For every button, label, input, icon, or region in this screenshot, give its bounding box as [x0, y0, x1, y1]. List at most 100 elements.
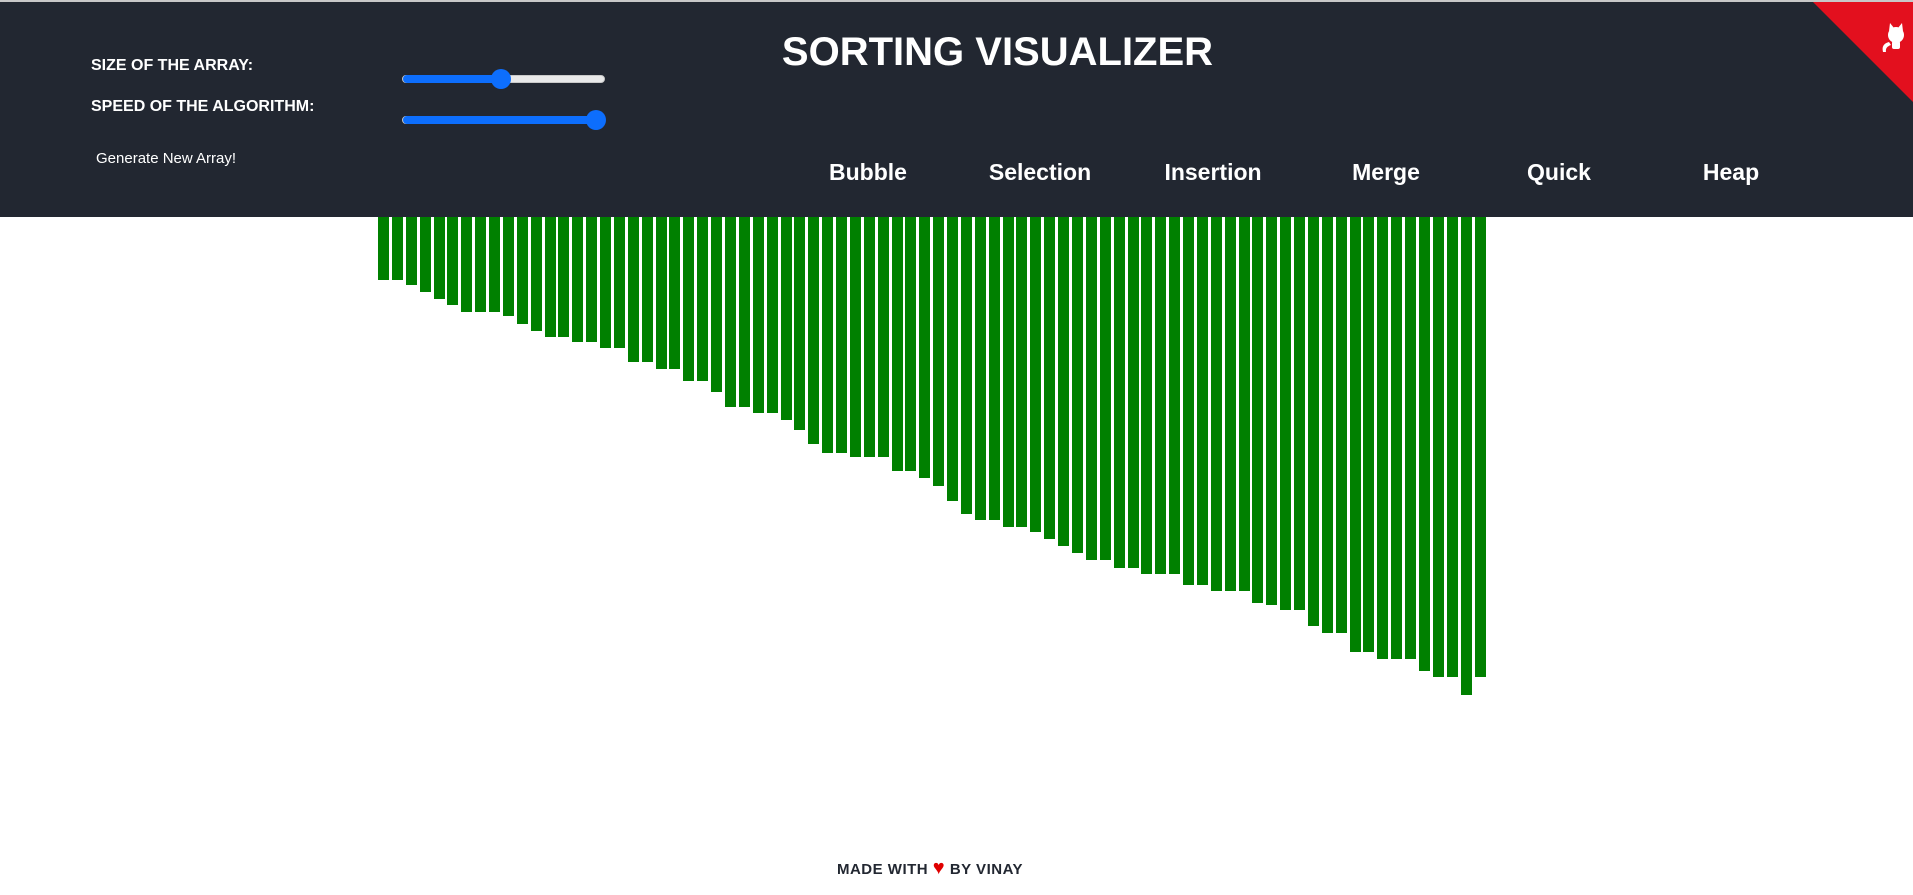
- array-bar: [1072, 217, 1083, 553]
- array-bar: [572, 217, 584, 342]
- array-bar: [960, 217, 972, 514]
- array-bar: [988, 217, 1000, 520]
- array-bar: [669, 217, 681, 369]
- array-bar: [391, 217, 403, 280]
- array-bar: [1155, 217, 1167, 574]
- array-bar: [794, 217, 806, 430]
- array-bar: [1030, 217, 1042, 532]
- array-bar: [1363, 217, 1375, 652]
- array-bar: [1224, 217, 1236, 591]
- array-bar: [711, 217, 723, 392]
- speed-slider[interactable]: [402, 110, 606, 130]
- page-title: SORTING VISUALIZER: [781, 30, 1214, 74]
- array-bar: [1474, 217, 1486, 677]
- array-size-slider-thumb[interactable]: [491, 69, 512, 89]
- array-bar: [475, 217, 487, 312]
- array-bar: [822, 217, 834, 453]
- array-bar: [419, 217, 431, 292]
- array-bar: [752, 217, 764, 413]
- array-bar: [1280, 217, 1292, 610]
- array-bar: [378, 217, 389, 280]
- array-bar: [530, 217, 542, 331]
- array-bar: [863, 217, 875, 457]
- github-corner-link[interactable]: [1813, 2, 1913, 102]
- array-bar: [1335, 217, 1347, 633]
- array-bar: [919, 217, 931, 478]
- array-bar: [1307, 217, 1319, 626]
- merge-sort-button[interactable]: Merge: [1311, 159, 1461, 186]
- array-bar: [905, 217, 917, 471]
- array-size-label: SIZE OF THE ARRAY:: [91, 57, 254, 74]
- array-bar: [947, 217, 959, 501]
- array-bar: [1085, 217, 1097, 560]
- array-bar: [433, 217, 445, 299]
- array-bar: [1127, 217, 1139, 568]
- array-bar: [641, 217, 653, 362]
- array-bar: [405, 217, 417, 285]
- array-bars: [0, 217, 1913, 737]
- quick-sort-button[interactable]: Quick: [1484, 159, 1634, 186]
- array-bar: [1113, 217, 1125, 568]
- array-bar: [516, 217, 528, 324]
- array-bar: [780, 217, 792, 420]
- array-bar: [697, 217, 709, 381]
- footer-made-with: MADE WITH: [836, 861, 929, 878]
- array-bar: [502, 217, 514, 316]
- array-bar: [849, 217, 861, 457]
- insertion-sort-button[interactable]: Insertion: [1138, 159, 1288, 186]
- array-bar: [655, 217, 667, 369]
- selection-sort-button[interactable]: Selection: [965, 159, 1115, 186]
- array-bar: [1419, 217, 1430, 671]
- generate-array-button[interactable]: Generate New Array!: [96, 150, 237, 167]
- github-octocat-icon: [1882, 23, 1904, 52]
- array-bar: [1294, 217, 1306, 610]
- array-bar: [613, 217, 625, 348]
- speed-slider-thumb[interactable]: [585, 110, 606, 130]
- array-bar: [1349, 217, 1361, 652]
- array-bar: [1210, 217, 1222, 591]
- array-bar: [933, 217, 945, 486]
- array-bar: [725, 217, 736, 407]
- array-bar: [1321, 217, 1333, 633]
- array-bar: [600, 217, 612, 348]
- array-bar: [1196, 217, 1208, 585]
- array-bar: [1405, 217, 1417, 659]
- array-bar: [1252, 217, 1264, 603]
- array-bar: [766, 217, 778, 413]
- array-bar: [1141, 217, 1153, 574]
- footer: MADE WITH ♥ BY VINAY: [0, 857, 1860, 880]
- array-bar: [1002, 217, 1014, 527]
- array-bar: [1432, 217, 1444, 677]
- bubble-sort-button[interactable]: Bubble: [793, 159, 943, 186]
- array-bar: [683, 217, 695, 381]
- array-size-slider-fill: [403, 75, 502, 83]
- array-bar: [544, 217, 556, 337]
- array-bar: [738, 217, 750, 407]
- array-bar: [558, 217, 570, 337]
- array-bar: [627, 217, 639, 362]
- speed-slider-fill: [403, 116, 596, 124]
- github-corner-ribbon: [1813, 2, 1913, 102]
- array-bar: [1238, 217, 1250, 591]
- array-bar: [1460, 217, 1472, 695]
- array-bar: [1058, 217, 1070, 546]
- array-bar: [891, 217, 903, 471]
- array-bar: [1446, 217, 1458, 677]
- array-bar: [877, 217, 889, 457]
- array-bar: [461, 217, 473, 312]
- array-bar: [489, 217, 501, 312]
- array-bar: [1169, 217, 1181, 574]
- heart-icon: ♥: [932, 857, 946, 879]
- array-bar: [447, 217, 459, 305]
- heap-sort-button[interactable]: Heap: [1656, 159, 1806, 186]
- array-bar: [1044, 217, 1056, 539]
- array-bar: [586, 217, 598, 342]
- array-size-slider[interactable]: [402, 69, 605, 89]
- footer-author: BY VINAY: [949, 861, 1024, 878]
- array-bar: [1016, 217, 1028, 527]
- array-bar: [1183, 217, 1195, 585]
- nav-bar: SIZE OF THE ARRAY: SPEED OF THE ALGORITH…: [0, 2, 1913, 217]
- array-bar: [1391, 217, 1403, 659]
- array-bar: [1377, 217, 1389, 659]
- array-bar: [1099, 217, 1111, 560]
